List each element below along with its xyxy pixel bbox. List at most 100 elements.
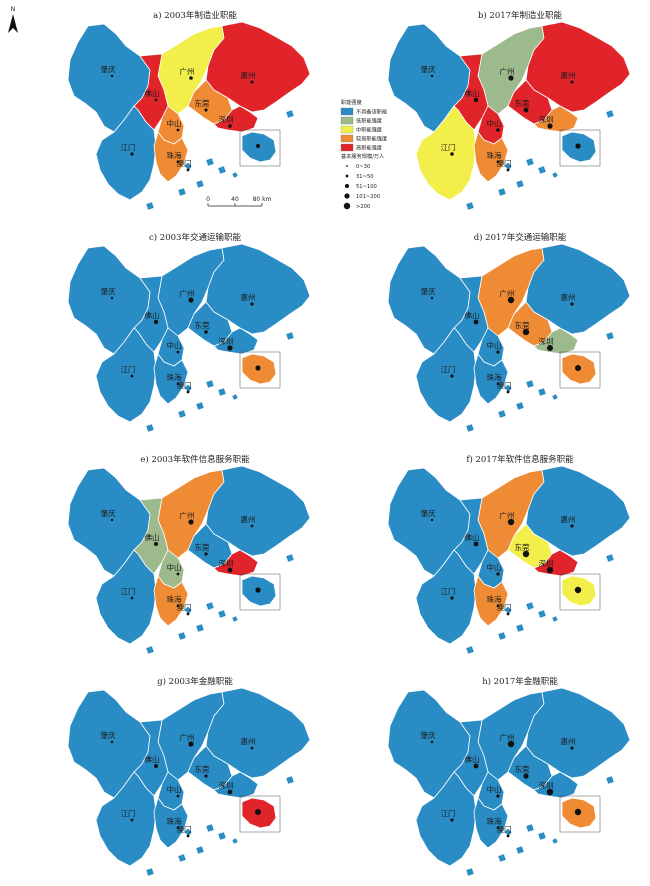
region-huizhou <box>205 465 311 557</box>
city-dot-foshan <box>473 763 479 769</box>
city-dot-jiangmen <box>130 152 134 156</box>
city-label-foshan: 佛山 <box>145 310 160 320</box>
city-dot-zhongshan <box>496 572 500 576</box>
panel-title: a) 2003年制造业职能 <box>153 10 237 21</box>
city-dot-zhuhai <box>496 826 500 830</box>
city-label-guangzhou: 广州 <box>500 66 515 76</box>
island <box>551 393 559 401</box>
island <box>195 623 205 633</box>
city-dot-guangzhou <box>507 518 515 526</box>
island <box>465 645 475 655</box>
panel-title: d) 2017年交通运输职能 <box>474 232 567 243</box>
city-dot-huizhou <box>570 746 574 750</box>
region-jiangmen <box>95 327 157 423</box>
legend-swatch <box>340 116 354 125</box>
island <box>605 553 615 563</box>
city-label-shenzhen: 深圳 <box>219 336 234 346</box>
island <box>231 837 239 845</box>
city-dot-foshan <box>153 319 159 325</box>
city-dot-zhaoqing <box>110 296 114 300</box>
island <box>205 157 215 167</box>
region-zhuhai <box>153 131 189 183</box>
region-shenzhen <box>533 105 579 133</box>
hongkong-inset-frame <box>559 351 601 389</box>
legend-swatch <box>340 134 354 143</box>
city-label-zhaoqing: 肇庆 <box>101 730 116 740</box>
city-dot-dongguan <box>523 773 529 779</box>
city-dot-guangzhou <box>188 519 194 525</box>
city-dot-guangzhou <box>189 76 193 80</box>
city-dot-zhaoqing <box>430 74 434 78</box>
legend-size-label: 0~30 <box>356 164 370 170</box>
city-dot-shenzhen <box>546 566 554 574</box>
island <box>217 165 227 175</box>
city-label-foshan: 佛山 <box>465 532 480 542</box>
region-jiangmen <box>95 105 157 201</box>
panel-title: c) 2003年交通运输职能 <box>149 232 241 243</box>
island <box>195 401 205 411</box>
city-dot-hongkong <box>255 365 261 371</box>
region-shenzhen <box>213 549 259 577</box>
city-label-jiangmen: 江门 <box>121 143 136 152</box>
island <box>285 109 295 119</box>
city-label-zhaoqing: 肇庆 <box>421 508 436 518</box>
city-label-zhaoqing: 肇庆 <box>421 730 436 740</box>
scale-bar: 0 40 80 km <box>206 196 272 207</box>
region-zhuhai <box>153 575 189 627</box>
region-shenzhen <box>213 105 259 133</box>
hongkong-inset-frame <box>559 129 601 167</box>
city-dot-huizhou <box>570 80 574 84</box>
city-label-zhaoqing: 肇庆 <box>101 508 116 518</box>
city-label-guangzhou: 广州 <box>500 288 515 298</box>
city-label-zhuhai: 珠海 <box>487 372 502 382</box>
city-dot-zhaoqing <box>430 518 434 522</box>
city-label-zhongshan: 中山 <box>487 562 502 572</box>
island <box>605 109 615 119</box>
city-dot-zhaoqing <box>430 740 434 744</box>
city-label-shenzhen: 深圳 <box>539 558 554 568</box>
city-label-guangzhou: 广州 <box>180 732 195 742</box>
panel-title: h) 2017年金融职能 <box>482 676 558 687</box>
city-label-shenzhen: 深圳 <box>539 780 554 790</box>
island <box>465 867 475 877</box>
city-dot-jiangmen <box>450 374 454 378</box>
legend-swatch <box>340 143 354 152</box>
island <box>217 387 227 397</box>
city-label-zhuhai: 珠海 <box>487 594 502 604</box>
legend-class-label: 中职能强度 <box>356 126 382 134</box>
city-label-guangzhou: 广州 <box>180 66 195 76</box>
island <box>205 601 215 611</box>
city-label-shenzhen: 深圳 <box>539 114 554 124</box>
city-label-jiangmen: 江门 <box>121 587 136 596</box>
city-label-foshan: 佛山 <box>145 88 160 98</box>
legend-size-dot <box>346 165 348 167</box>
legend-size-label: 51~100 <box>356 184 377 190</box>
island <box>195 845 205 855</box>
legend-size-dot <box>343 202 351 210</box>
city-dot-guangzhou <box>188 741 194 747</box>
city-dot-zhaoqing <box>110 518 114 522</box>
region-shenzhen <box>533 327 579 355</box>
city-label-jiangmen: 江门 <box>441 587 456 596</box>
city-dot-macau <box>506 390 510 394</box>
city-dot-dongguan <box>522 550 530 558</box>
city-dot-guangzhou <box>507 740 515 748</box>
region-jiangmen <box>415 549 477 645</box>
city-label-zhongshan: 中山 <box>167 784 182 794</box>
city-dot-huizhou <box>250 746 254 750</box>
city-dot-huizhou <box>250 302 254 306</box>
legend-class-label: 低职能强度 <box>356 117 382 125</box>
island <box>177 187 187 197</box>
island <box>537 165 547 175</box>
city-dot-macau <box>506 612 510 616</box>
island <box>231 393 239 401</box>
hongkong-inset-frame <box>239 129 281 167</box>
city-dot-hongkong <box>575 143 581 149</box>
city-dot-jiangmen <box>130 374 134 378</box>
city-label-guangzhou: 广州 <box>500 732 515 742</box>
